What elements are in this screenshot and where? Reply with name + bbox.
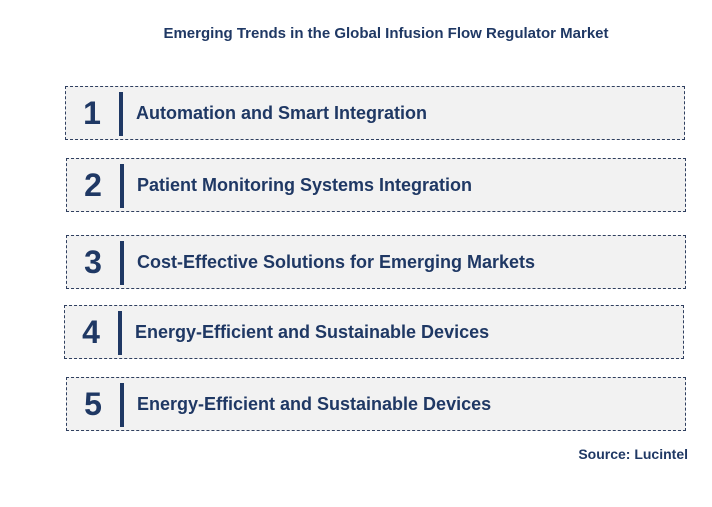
- trend-label: Cost-Effective Solutions for Emerging Ma…: [137, 251, 536, 272]
- trend-label: Patient Monitoring Systems Integration: [137, 174, 473, 195]
- trend-divider: [120, 241, 124, 285]
- trend-item-4: 4 Energy-Efficient and Sustainable Devic…: [64, 305, 684, 359]
- trend-number: 2: [84, 166, 102, 203]
- trend-divider: [118, 311, 122, 355]
- trend-label: Automation and Smart Integration: [136, 102, 428, 123]
- trend-number: 1: [83, 94, 101, 131]
- trend-item-2: 2 Patient Monitoring Systems Integration: [66, 158, 686, 212]
- trend-item-3: 3 Cost-Effective Solutions for Emerging …: [66, 235, 686, 289]
- trend-item-1: 1 Automation and Smart Integration: [65, 86, 685, 140]
- trend-label: Energy-Efficient and Sustainable Devices: [137, 393, 492, 414]
- trend-divider: [119, 92, 123, 136]
- trend-number: 5: [84, 385, 102, 422]
- trend-label: Energy-Efficient and Sustainable Devices: [135, 321, 490, 342]
- trend-number: 3: [84, 243, 102, 280]
- trend-divider: [120, 164, 124, 208]
- diagram-title: Emerging Trends in the Global Infusion F…: [163, 25, 609, 42]
- trend-number: 4: [82, 313, 100, 350]
- trend-divider: [120, 383, 124, 427]
- trend-item-5: 5 Energy-Efficient and Sustainable Devic…: [66, 377, 686, 431]
- source-credit: Source: Lucintel: [578, 446, 688, 462]
